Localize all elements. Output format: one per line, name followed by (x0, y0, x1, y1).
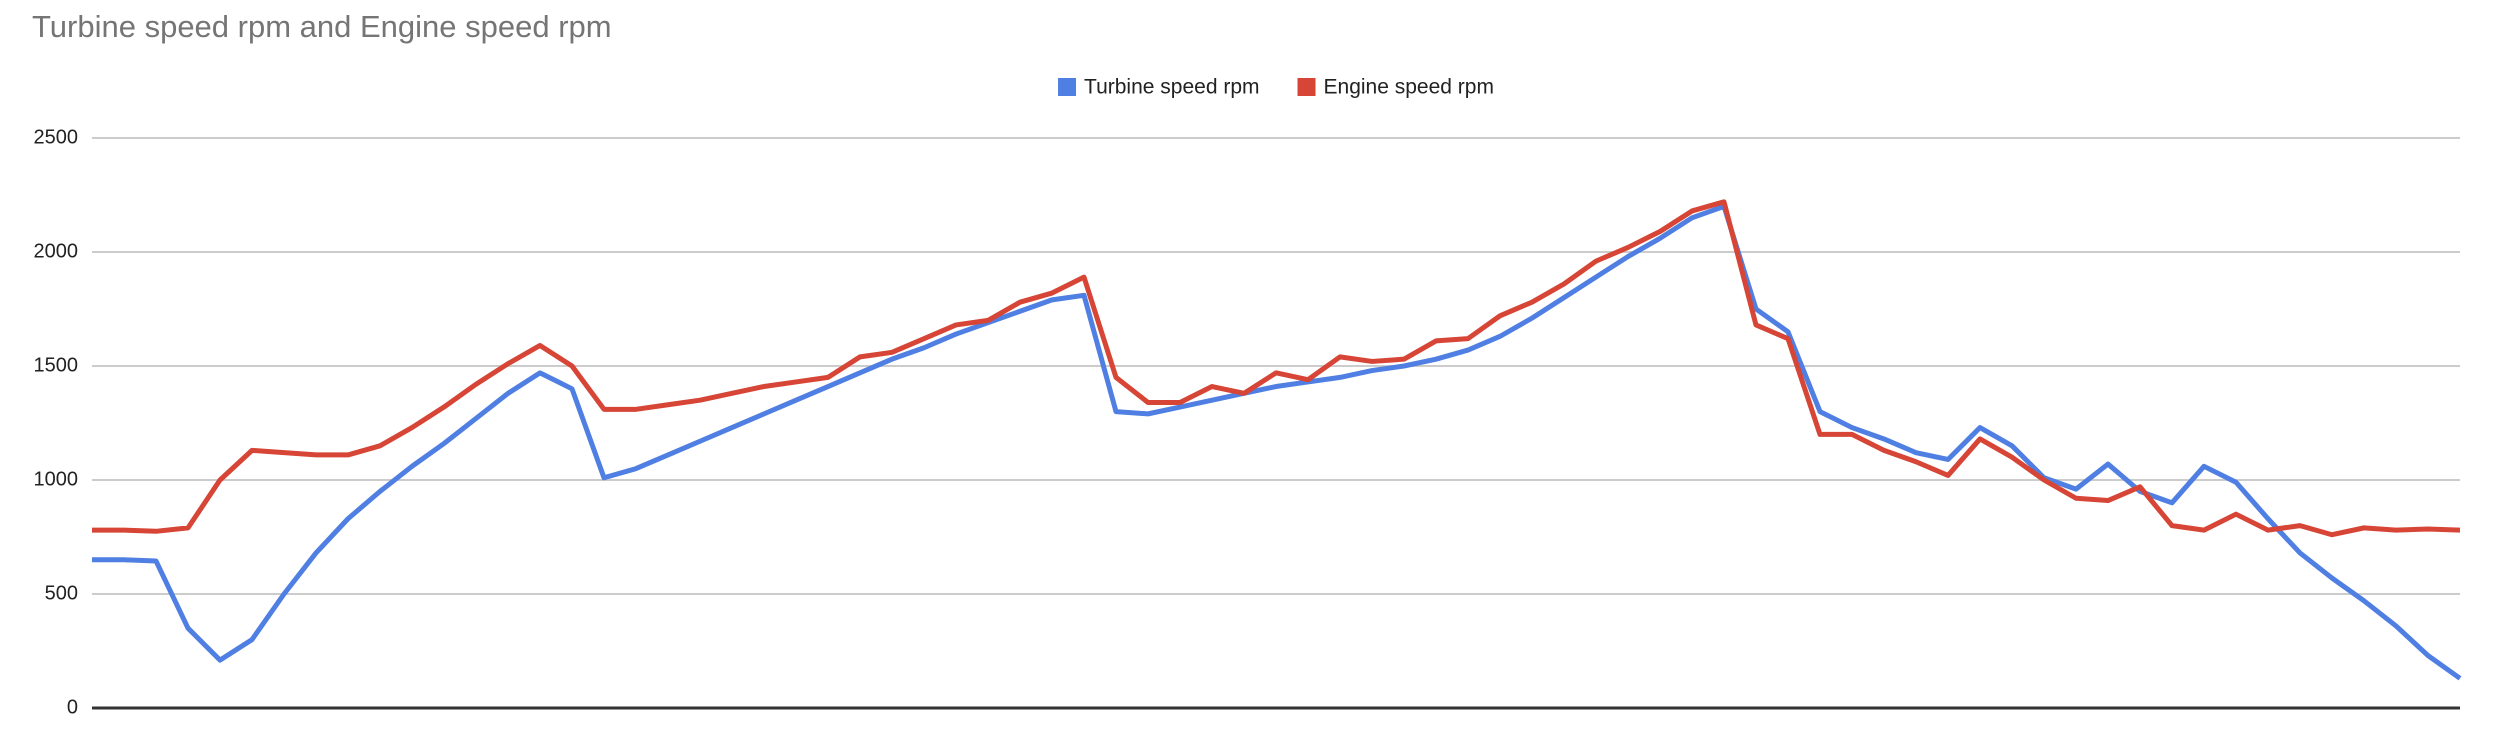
legend-swatch (1297, 78, 1316, 96)
y-tick-label: 2500 (34, 126, 79, 148)
series-line (92, 203, 2462, 681)
y-tick-label: 1000 (34, 468, 79, 490)
y-tick-label: 1500 (34, 354, 79, 376)
y-tick-label: 2000 (34, 240, 79, 262)
series-line (92, 199, 2461, 538)
legend-label: Engine speed rpm (1324, 76, 1494, 99)
legend-swatch (1058, 78, 1077, 96)
chart-title: Turbine speed rpm and Engine speed rpm (32, 9, 612, 44)
y-tick-label: 0 (67, 696, 78, 718)
legend-label: Turbine speed rpm (1084, 76, 1259, 99)
y-tick-label: 500 (45, 582, 78, 604)
